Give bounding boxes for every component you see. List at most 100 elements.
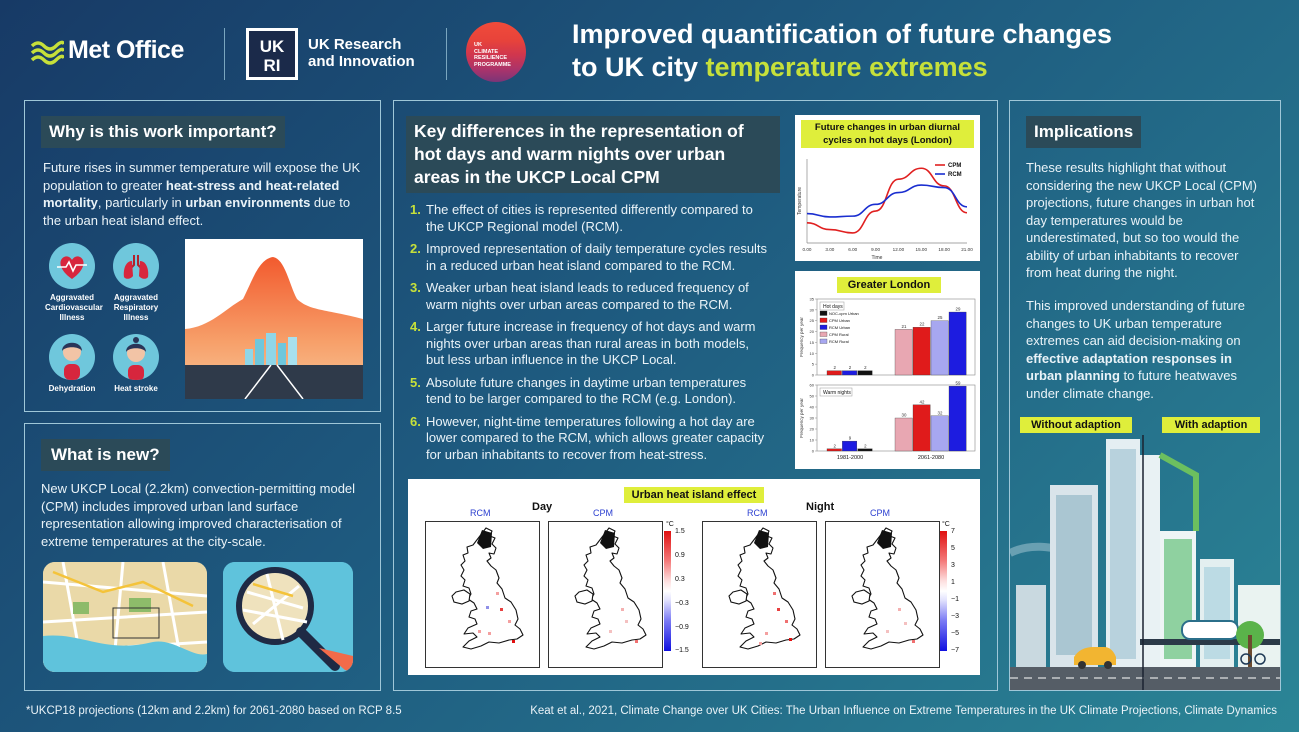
ireland-outline xyxy=(451,589,471,605)
colorbar-tick: −5 xyxy=(951,630,959,637)
uhi-spot xyxy=(609,630,612,633)
y-tick-label: 35 xyxy=(810,297,815,302)
uhi-spot xyxy=(785,620,788,623)
why-text: Future rises in summer temperature will … xyxy=(43,159,363,229)
highlands-mask xyxy=(877,530,892,549)
colorbar-tick: 5 xyxy=(951,545,955,552)
ireland-outline xyxy=(851,589,871,605)
icon-respiratory: Aggravated Respiratory Illness xyxy=(109,243,163,323)
footer-citation: Keat et al., 2021, Climate Change over U… xyxy=(530,705,1277,717)
legend-label: RCM Urban xyxy=(829,325,850,330)
legend-label: CPM xyxy=(948,163,961,169)
series-line-cpm xyxy=(806,167,968,234)
category-label: 1981-2000 xyxy=(837,455,863,461)
greater-london-chart-box: Greater London 0 5 10 15 20 25 30 35 Hot days Fre… xyxy=(795,271,980,469)
what-new-heading: What is new? xyxy=(41,439,170,471)
implications-p1: These results highlight that without con… xyxy=(1026,160,1257,280)
bar xyxy=(826,448,842,452)
highlands-mask xyxy=(477,530,492,549)
bar xyxy=(857,370,873,376)
night-colorbar: °C 7 5 3 1 −1 −3 −5 −7 xyxy=(940,521,976,661)
colorbar-tick: −1.5 xyxy=(675,647,689,654)
y-tick-label: 0 xyxy=(812,449,815,454)
icon-label: Aggravated Cardiovascular Illness xyxy=(45,293,103,322)
adaptation-city-illustration xyxy=(1010,435,1280,690)
key-item-text: Weaker urban heat island leads to reduce… xyxy=(426,280,749,312)
colorbar-tick: 1 xyxy=(951,579,955,586)
uhi-spot xyxy=(488,632,491,635)
y-tick-label: 20 xyxy=(810,427,815,432)
y-tick-label: 30 xyxy=(810,307,815,312)
city-heat-illustration xyxy=(185,239,363,399)
uhi-spot xyxy=(898,608,901,611)
diurnal-chart-title: Future changes in urban diurnal cycles o… xyxy=(801,120,974,148)
magnifier-illustration xyxy=(223,562,353,672)
map-rcm-night xyxy=(702,521,817,668)
icon-label: Dehydration xyxy=(48,384,96,393)
ukcr-line: UK xyxy=(474,42,482,48)
ukri-line-1: UK Research xyxy=(308,36,402,53)
uhi-maps-box: Urban heat island effect Day Night RCM C… xyxy=(408,479,980,675)
ireland-outline xyxy=(728,589,748,605)
uhi-spot xyxy=(789,638,792,641)
bar-value-label: 32 xyxy=(938,410,943,415)
magnifying-glass-icon xyxy=(223,562,353,672)
key-item-number: 1. xyxy=(410,202,421,217)
panel-name-box xyxy=(819,387,853,397)
series-line-rcm xyxy=(806,184,968,218)
y-tick-label: 40 xyxy=(810,405,815,410)
x-tick-label: 15.00 xyxy=(916,247,928,252)
bar-value-label: 42 xyxy=(920,399,925,404)
title-line-2: to UK city temperature extremes xyxy=(572,51,1112,84)
city-map-illustration xyxy=(43,562,207,672)
y-tick-label: 20 xyxy=(810,329,815,334)
uhi-spot xyxy=(621,608,624,611)
key-item: 1. The effect of cities is represented di… xyxy=(410,202,770,235)
uk-map-outline xyxy=(574,527,647,650)
x-tick-label: 9.00 xyxy=(871,247,880,252)
svg-text:RI: RI xyxy=(264,56,281,75)
bar-value-label: 29 xyxy=(956,307,961,312)
heat-stroke-person-icon xyxy=(113,334,159,380)
bar-value-label: 22 xyxy=(920,322,925,327)
implications-p2-a: This improved understanding of future ch… xyxy=(1026,298,1245,348)
y-tick-label: 30 xyxy=(810,416,815,421)
y-tick-label: 25 xyxy=(810,318,815,323)
x-tick-label: 18.00 xyxy=(938,247,950,252)
icon-label: Heat stroke xyxy=(114,384,158,393)
icon-cardiovascular: Aggravated Cardiovascular Illness xyxy=(45,243,103,323)
uhi-title: Urban heat island effect xyxy=(624,487,764,503)
y-axis-label: Frequency per year xyxy=(799,317,804,357)
met-office-name: Met Office xyxy=(68,36,184,64)
panel-name-box xyxy=(819,301,845,311)
uhi-spot xyxy=(912,640,915,643)
bar-value-label: 2 xyxy=(833,443,836,448)
x-tick-label: 6.00 xyxy=(848,247,857,252)
key-item-text: The effect of cities is represented diff… xyxy=(426,202,753,234)
legend-label: RCM Rural xyxy=(829,339,849,344)
bar xyxy=(912,404,931,452)
bar-value-label: 2 xyxy=(864,365,867,370)
header-divider xyxy=(224,28,225,80)
what-new-text: New UKCP Local (2.2km) convection-permit… xyxy=(41,481,356,549)
ireland-outline xyxy=(574,589,594,605)
colorbar-tick: 1.5 xyxy=(675,528,685,535)
colorbar-unit: °C xyxy=(942,521,950,528)
y-tick-label: 0 xyxy=(812,373,815,378)
map-cpm-day xyxy=(548,521,663,668)
legend-label: CPM Rural xyxy=(829,332,849,337)
uhi-spot xyxy=(486,606,489,609)
legend-label: RCM xyxy=(948,172,962,178)
why-heading: Why is this work important? xyxy=(41,116,285,148)
legend-label: CPM Urban xyxy=(829,318,850,323)
bar xyxy=(857,448,873,452)
bar xyxy=(842,370,858,376)
title-line-2-a: to UK city xyxy=(572,52,706,82)
key-item-text: Improved representation of daily tempera… xyxy=(426,241,768,273)
bar xyxy=(842,440,858,452)
highlands-mask xyxy=(600,530,615,549)
day-colorbar: °C 1.5 0.9 0.3 −0.3 −0.9 −1.5 xyxy=(664,521,700,661)
uhi-spot xyxy=(765,632,768,635)
uhi-spot xyxy=(496,592,499,595)
key-item-number: 2. xyxy=(410,241,421,256)
